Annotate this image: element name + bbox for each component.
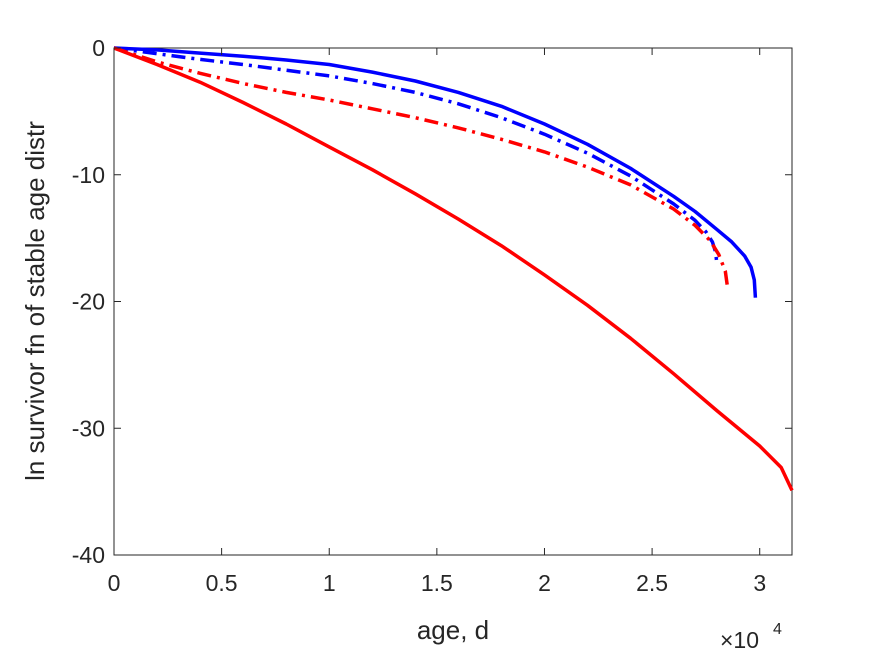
y-axis-label: ln survivor fn of stable age distr: [20, 121, 50, 481]
x-axis-exponent-power: 4: [773, 621, 782, 638]
series-line-2: [113, 46, 730, 287]
x-tick-label: 0: [108, 570, 121, 596]
x-axis-exponent: ×10 4: [720, 621, 782, 653]
x-tick-label: 1.5: [421, 570, 453, 596]
x-axis-ticks: 0 0.5 1 1.5 2 2.5 3: [108, 48, 766, 596]
x-tick-label: 2: [538, 570, 551, 596]
x-tick-label: 1: [323, 570, 336, 596]
plot-area: [113, 47, 793, 556]
series-line-1: [113, 46, 719, 263]
y-tick-label: -40: [72, 542, 105, 568]
x-tick-label: 2.5: [636, 570, 668, 596]
x-axis-label: age, d: [417, 615, 489, 645]
y-tick-label: 0: [92, 35, 105, 61]
series-line-3: [113, 46, 794, 492]
x-tick-label: 0.5: [206, 570, 238, 596]
y-tick-label: -20: [72, 289, 105, 315]
series-layer: [113, 46, 794, 492]
x-tick-label: 3: [753, 570, 766, 596]
y-tick-label: -30: [72, 415, 105, 441]
y-axis-ticks: 0 -10 -20 -30 -40: [72, 35, 792, 568]
series-line-0: [113, 46, 758, 298]
y-tick-label: -10: [72, 162, 105, 188]
x-axis-exponent-base: ×10: [720, 627, 759, 653]
